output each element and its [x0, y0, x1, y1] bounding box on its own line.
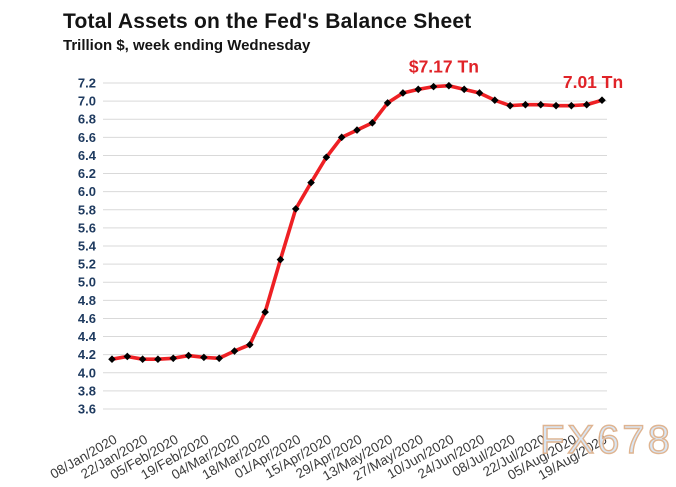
- data-point-marker: [307, 178, 315, 187]
- y-tick-label: 5.6: [78, 220, 96, 235]
- data-point-marker: [184, 351, 193, 360]
- data-point-marker: [230, 347, 239, 355]
- data-point-marker: [460, 85, 468, 94]
- y-tick-label: 4.0: [78, 365, 96, 380]
- data-point-marker: [582, 100, 591, 109]
- y-tick-label: 5.0: [78, 275, 96, 290]
- data-point-marker: [368, 119, 377, 127]
- data-point-marker: [276, 255, 285, 264]
- data-point-marker: [138, 355, 147, 363]
- data-point-marker: [567, 101, 576, 110]
- y-tick-label: 6.2: [78, 166, 96, 181]
- data-point-marker: [429, 82, 438, 91]
- y-tick-label: 4.2: [78, 347, 96, 362]
- data-point-marker: [200, 353, 208, 362]
- data-point-marker: [322, 153, 331, 162]
- data-point-marker: [169, 354, 178, 363]
- y-tick-label: 5.4: [78, 239, 97, 254]
- data-point-marker: [521, 100, 530, 109]
- y-tick-label: 5.8: [78, 202, 96, 217]
- watermark: FX678: [539, 417, 673, 462]
- y-tick-label: 5.2: [78, 257, 96, 272]
- data-point-marker: [154, 355, 162, 363]
- data-point-marker: [123, 352, 132, 361]
- data-point-marker: [445, 81, 453, 90]
- y-tick-label: 6.8: [78, 112, 96, 127]
- chart-subtitle: Trillion $, week ending Wednesday: [63, 37, 311, 54]
- data-point-marker: [552, 101, 560, 110]
- y-tick-label: 6.4: [78, 148, 97, 163]
- data-point-marker: [491, 96, 499, 105]
- data-point-marker: [353, 126, 361, 134]
- y-tick-label: 6.6: [78, 130, 96, 145]
- data-point-marker: [215, 354, 223, 363]
- data-point-marker: [337, 133, 346, 142]
- data-point-marker: [475, 89, 484, 97]
- y-tick-label: 7.0: [78, 94, 96, 109]
- annotation-latest: 7.01 Tn: [563, 72, 623, 92]
- data-point-marker: [261, 308, 269, 316]
- annotation-peak: $7.17 Tn: [409, 57, 479, 77]
- y-tick-label: 7.2: [78, 76, 96, 91]
- y-tick-label: 3.6: [78, 402, 96, 417]
- data-point-marker: [399, 89, 407, 97]
- y-tick-label: 6.0: [78, 184, 96, 199]
- data-point-marker: [414, 85, 423, 94]
- data-point-marker: [108, 355, 116, 363]
- data-point-marker: [598, 96, 606, 105]
- y-tick-label: 4.8: [78, 293, 96, 308]
- data-point-marker: [536, 100, 545, 109]
- y-tick-label: 4.6: [78, 311, 96, 326]
- y-tick-label: 4.4: [78, 329, 97, 344]
- data-point-marker: [291, 205, 300, 213]
- data-point-marker: [246, 340, 254, 349]
- chart-title: Total Assets on the Fed's Balance Sheet: [63, 10, 472, 33]
- y-tick-label: 3.8: [78, 383, 96, 398]
- data-point-marker: [506, 101, 514, 110]
- data-point-marker: [383, 99, 392, 107]
